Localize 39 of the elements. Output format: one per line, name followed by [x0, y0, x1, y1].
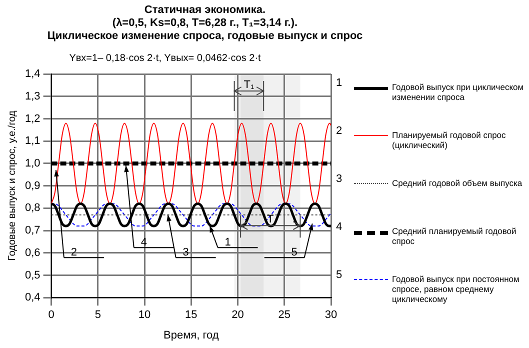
- legend-label: Годовой выпуск при циклическом изменении спроса: [392, 82, 525, 102]
- annotation: 1: [224, 236, 231, 249]
- x-tick-label: 10: [138, 309, 151, 322]
- y-tick-label: 0,9: [24, 180, 40, 192]
- y-tick-label: 1,3: [24, 90, 40, 102]
- legend-label: Средний планируемый годовой спрос: [392, 226, 518, 246]
- chart-title: Статичная экономика. (λ=0,5, Ks=0,8, T=6,28 г., T₁=3,14 г.). Циклическое изменение спроса, годовые выпуск и спрос: [46, 4, 364, 43]
- x-tick-label: 30: [324, 309, 338, 322]
- text: 3: [336, 173, 342, 185]
- y-tick-label: 1,4: [24, 68, 40, 80]
- text: 1: [336, 77, 342, 89]
- y-axis-title: Годовые выпуск и спрос, у.е./год: [6, 110, 18, 261]
- legend-label: Планируемый годовой спрос (циклический): [392, 130, 507, 150]
- band-label: T: [267, 214, 274, 226]
- x-tick-label: 5: [94, 309, 101, 322]
- band-label: T₁: [244, 79, 254, 91]
- y-tick-label: 0,4: [24, 292, 40, 304]
- x-tick-label: 20: [232, 309, 244, 322]
- legend-label: Средний годовой объем выпуска: [392, 178, 524, 188]
- chart-subtitle: Yвх=1– 0,18·cos 2·t, Yвых= 0,0462·cos 2·t: [68, 53, 262, 64]
- y-tick-label: 1,1: [24, 135, 40, 148]
- y-tick-label: 0,5: [24, 269, 40, 282]
- annotation: 3: [182, 246, 189, 259]
- x-tick-label: 0: [48, 309, 54, 322]
- y-tick-label: 0,8: [24, 202, 40, 214]
- x-tick-label: 15: [185, 309, 198, 322]
- text: 2: [336, 125, 342, 137]
- annotation: 5: [291, 246, 298, 259]
- x-axis-title: Время, год: [164, 329, 220, 342]
- text: 5: [336, 269, 342, 281]
- y-tick-label: 0,6: [24, 246, 40, 259]
- text: 4: [336, 221, 342, 233]
- x-tick-label: 25: [278, 309, 291, 322]
- annotation: 4: [140, 236, 147, 249]
- legend-label: Годовой выпуск при постоянном спросе, равном среднему циклическому: [392, 274, 520, 304]
- y-tick-label: 1,2: [24, 112, 40, 125]
- y-tick-label: 1,0: [24, 157, 40, 170]
- y-tick-label: 0,7: [24, 224, 40, 237]
- annotation: 2: [70, 246, 78, 259]
